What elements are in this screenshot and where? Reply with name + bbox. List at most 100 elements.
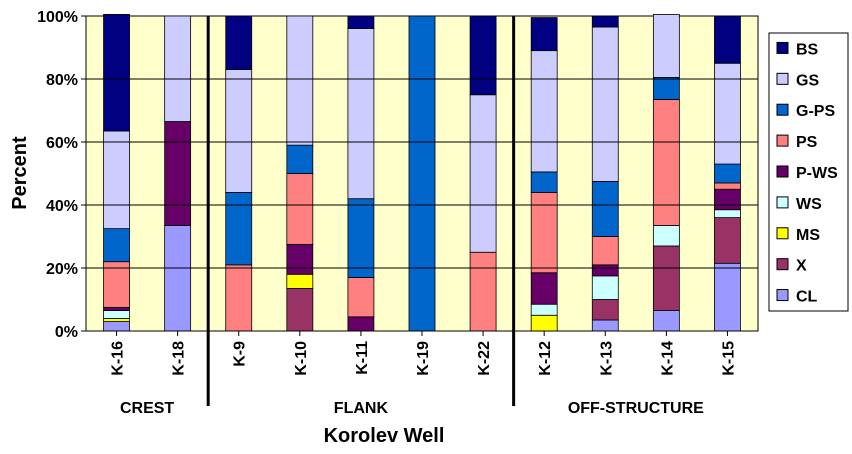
x-tick-label: K-14 [659, 341, 676, 376]
bar-segment-bs [714, 15, 741, 64]
legend-label: PS [796, 134, 818, 151]
y-tick-label: 20% [46, 261, 78, 278]
legend-label: G-PS [796, 103, 835, 120]
bar-segment-g-ps [530, 171, 558, 193]
x-tick-label: K-10 [293, 341, 310, 376]
y-tick-label: 40% [46, 198, 78, 215]
bar-segment-ps [714, 182, 741, 190]
bar-segment-gs [652, 14, 680, 78]
x-tick-label: K-11 [354, 341, 371, 375]
y-tick-label: 60% [46, 135, 78, 152]
legend-label: X [796, 258, 807, 275]
bar-segment-p-ws [164, 121, 192, 226]
legend-label: MS [796, 227, 820, 244]
bar-segment-ps [530, 191, 558, 274]
bar-segment-p-ws [103, 306, 130, 311]
bar-segment-g-ps [347, 198, 375, 278]
bar-segment-p-ws [286, 243, 314, 275]
bar-segment-x [286, 288, 314, 332]
bar-segment-g-ps [714, 163, 741, 184]
legend-label: P-WS [796, 165, 838, 182]
bar-segment-p-ws [714, 188, 741, 211]
legend-swatch [776, 289, 789, 302]
bar-segment-gs [164, 15, 192, 122]
bar-segment-p-ws [347, 316, 375, 332]
bar-segment-x [652, 245, 680, 311]
bar-segment-cl [591, 319, 619, 332]
bar-segment-bs [591, 15, 619, 28]
legend-swatch [776, 258, 789, 271]
legend-swatch [776, 41, 789, 54]
x-tick-label: K-15 [720, 341, 737, 376]
bar-segment-bs [469, 15, 497, 96]
bar-segment-g-ps [652, 77, 680, 100]
x-tick-label: K-19 [415, 341, 432, 376]
x-tick-label: K-16 [110, 341, 127, 376]
legend-swatch [776, 134, 789, 147]
bar-segment-x [591, 299, 619, 321]
bar-segment-g-ps [408, 15, 436, 332]
bar-segment-g-ps [225, 191, 253, 266]
legend-swatch [776, 196, 789, 209]
bar-segment-gs [591, 26, 619, 182]
legend-label: CL [796, 289, 818, 306]
bar-segment-ws [652, 225, 680, 247]
bar-segment-bs [530, 17, 558, 52]
x-tick-label: K-22 [476, 341, 493, 376]
bar-segment-gs [714, 62, 741, 165]
bar-segment-bs [225, 15, 253, 70]
bar-segment-cl [714, 262, 741, 332]
bar-segment-ps [103, 261, 130, 308]
bar-segment-x [714, 217, 741, 264]
bar-segment-gs [469, 94, 497, 253]
bar-segment-gs [286, 15, 314, 146]
bar-segment-ps [469, 251, 497, 332]
bar-segment-cl [103, 321, 130, 332]
group-label: CREST [120, 400, 174, 417]
bar-segment-p-ws [530, 272, 558, 305]
bar-segment-g-ps [103, 228, 130, 263]
y-tick-label: 0% [55, 324, 78, 341]
legend-label: BS [796, 41, 819, 58]
y-tick-label: 100% [37, 9, 78, 26]
legend-swatch [776, 165, 789, 178]
bar-segment-ws [103, 310, 130, 319]
bar-segment-ms [286, 273, 314, 289]
bar-segment-g-ps [591, 180, 619, 237]
x-tick-label: K-13 [598, 341, 615, 376]
x-tick-label: K-9 [232, 341, 249, 367]
y-tick-label: 80% [46, 72, 78, 89]
bar-segment-gs [225, 69, 253, 193]
bar-segment-cl [164, 225, 192, 332]
bar-segment-ps [652, 99, 680, 226]
bar-segment-cl [652, 310, 680, 332]
bar-segment-gs [347, 28, 375, 200]
x-tick-label: K-18 [171, 341, 188, 376]
bar-segment-bs [103, 14, 130, 132]
group-label: OFF-STRUCTURE [568, 400, 704, 417]
bar-segment-gs [103, 130, 130, 230]
bar-segment-ps [347, 277, 375, 318]
bar-segment-ws [714, 209, 741, 219]
bar-segment-g-ps [286, 144, 314, 174]
bar-segment-ws [591, 275, 619, 300]
x-axis-title: Korolev Well [324, 425, 445, 447]
bar-segment-ps [591, 236, 619, 266]
bar-segment-ms [103, 317, 130, 322]
y-axis-title: Percent [9, 136, 31, 210]
legend-label: GS [796, 72, 819, 89]
group-label: FLANK [334, 400, 389, 417]
bar-segment-p-ws [591, 264, 619, 277]
x-tick-label: K-12 [537, 341, 554, 376]
bar-segment-bs [347, 15, 375, 30]
legend-swatch [776, 72, 789, 85]
bar-segment-gs [530, 50, 558, 173]
bar-segment-ps [225, 264, 253, 332]
legend-swatch [776, 103, 789, 116]
legend-swatch [776, 227, 789, 240]
bar-segment-ws [530, 303, 558, 316]
bar-segment-ps [286, 173, 314, 245]
legend-label: WS [796, 196, 822, 213]
bar-segment-ms [530, 314, 558, 332]
